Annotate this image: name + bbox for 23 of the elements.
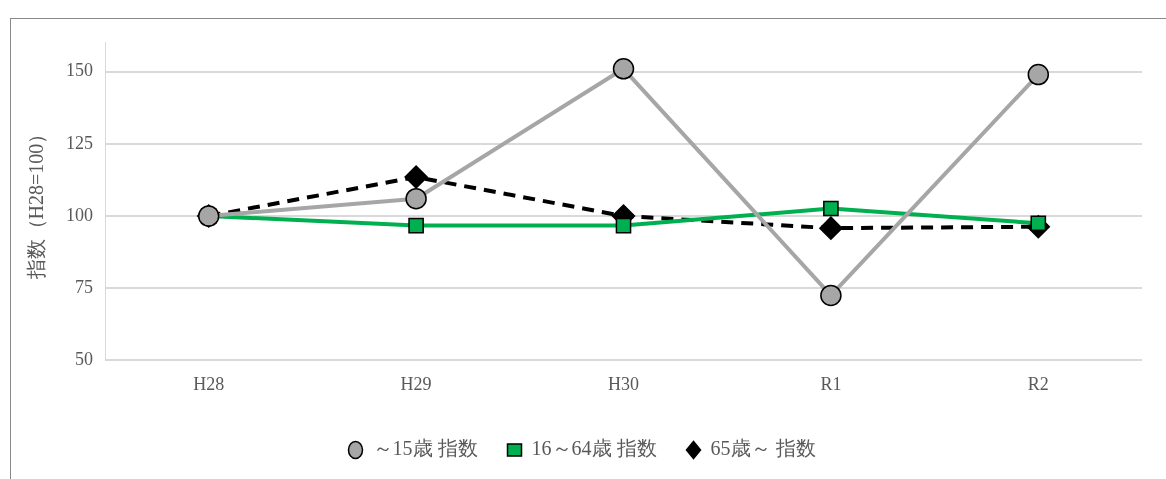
point	[615, 217, 632, 234]
x-tick-label: H29	[400, 373, 432, 394]
y-axis-title: 指数（H28=100）	[25, 123, 48, 281]
point	[820, 284, 842, 307]
point	[405, 187, 427, 210]
point	[612, 58, 635, 80]
y-tick-label: 100	[66, 204, 93, 225]
point	[1027, 63, 1050, 86]
x-tick-label: H28	[193, 373, 225, 394]
x-tick-label: H30	[608, 373, 639, 394]
point	[819, 216, 843, 240]
y-tick-label: 50	[75, 349, 93, 370]
y-tick-label: 75	[75, 276, 93, 297]
x-tick-label: R1	[820, 373, 842, 394]
point	[404, 165, 428, 189]
point	[823, 200, 839, 217]
y-tick-label: 150	[66, 60, 93, 81]
point	[408, 217, 424, 234]
x-tick-label: R2	[1027, 373, 1049, 394]
y-tick-label: 125	[66, 132, 93, 153]
legend-label: 16～64歳 指数	[531, 437, 657, 460]
legend-label: ～15歳 指数	[372, 437, 478, 460]
legend-label: 65歳～ 指数	[710, 437, 816, 460]
